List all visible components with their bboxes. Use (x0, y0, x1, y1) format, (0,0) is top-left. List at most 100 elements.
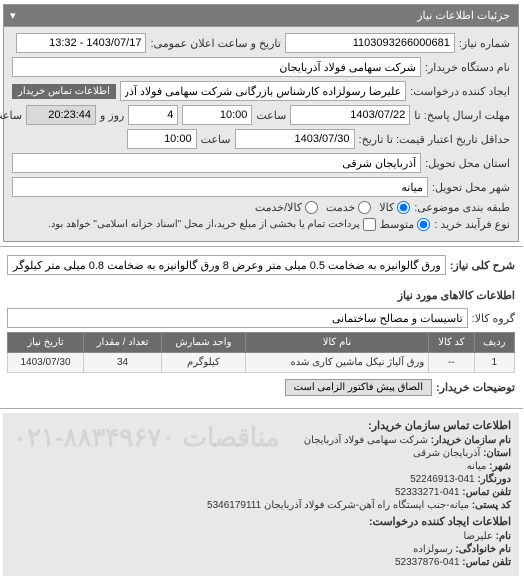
validity-time-field[interactable] (128, 129, 198, 149)
panel-body: شماره نیاز: تاریخ و ساعت اعلان عمومی: نا… (5, 27, 519, 241)
c-province-value: آذربایجان شرقی (414, 448, 481, 459)
radio-goods[interactable]: کالا (380, 201, 411, 214)
deadline-label: مهلت ارسال پاسخ: تا (415, 109, 511, 122)
contact-line: دورنگار: 041-52246913 (12, 474, 512, 485)
postal-code: 5346179111 (208, 500, 262, 511)
contact-info-button[interactable]: اطلاعات تماس خریدار (13, 84, 117, 99)
th-row: ردیف (475, 333, 515, 353)
radio-medium-label: متوسط (381, 218, 416, 231)
c-city-value: میانه (468, 461, 488, 472)
deadline-time-field[interactable] (183, 105, 253, 125)
group-label: گروه کالا: (473, 312, 516, 325)
validity-date-field[interactable] (236, 129, 356, 149)
deadline-time-label: ساعت (257, 109, 287, 122)
radio-goods-service[interactable]: کالا/خدمت (256, 201, 319, 214)
separator-2 (0, 408, 524, 409)
family-value: رسولزاده (414, 544, 453, 555)
province-label: استان محل تحویل: (426, 157, 511, 170)
goods-section: گروه کالا: ردیف کد کالا نام کالا واحد شم… (0, 304, 524, 404)
remain-label: ساعت باقی مانده (0, 109, 23, 122)
td-date: 1403/07/30 (9, 353, 85, 373)
announce-label: تاریخ و ساعت اعلان عمومی: (151, 37, 281, 50)
panel-header: جزئیات اطلاعات نیاز ▾ (5, 5, 519, 27)
desc-title-field[interactable] (8, 255, 447, 275)
table-header-row: ردیف کد کالا نام کالا واحد شمارش تعداد /… (9, 333, 516, 353)
panel-title: جزئیات اطلاعات نیاز (418, 10, 511, 22)
group-field[interactable] (8, 308, 469, 328)
contact-line: نام سازمان خریدار: شرکت سهامی فولاد آذرب… (12, 435, 512, 446)
c-city-label: شهر: (490, 461, 512, 472)
contact-line: شهر: میانه (12, 461, 512, 472)
attach-button[interactable]: الصاق پیش فاکتور الزامی است (286, 379, 433, 396)
creator-label: ایجاد کننده درخواست: (411, 85, 511, 98)
attach-label: توضیحات خریدار: (437, 381, 516, 394)
days-field[interactable] (129, 105, 179, 125)
radio-goods-input[interactable] (398, 201, 411, 214)
radio-goods-label: کالا (380, 201, 395, 214)
req-tel-label: تلفن تماس: (463, 557, 512, 568)
th-code: کد کالا (430, 333, 475, 353)
table-row[interactable]: 1 -- ورق آلیاژ نیکل ماشین کاری شده کیلوگ… (9, 353, 516, 373)
request-no-label: شماره نیاز: (460, 37, 511, 50)
payment-note: پرداخت تمام یا بخشی از مبلغ خرید،از محل … (49, 219, 361, 230)
tel-label: تلفن تماس: (463, 487, 512, 498)
family-label: نام خانوادگی: (456, 544, 512, 555)
name-value: علیرضا (465, 531, 494, 542)
contact-line: تلفن تماس: 041-52337876 (12, 557, 512, 568)
td-qty: 34 (84, 353, 162, 373)
radio-medium-input[interactable] (418, 218, 431, 231)
creator-field[interactable] (121, 81, 407, 101)
postal-label: کد پستی: (473, 500, 512, 511)
radio-goods-service-label: کالا/خدمت (256, 201, 303, 214)
separator (0, 246, 524, 247)
radio-service-label: خدمت (327, 201, 356, 214)
details-panel: جزئیات اطلاعات نیاز ▾ شماره نیاز: تاریخ … (4, 4, 520, 242)
buyer-org-field[interactable] (13, 57, 422, 77)
payment-checkbox[interactable]: پرداخت تمام یا بخشی از مبلغ خرید،از محل … (49, 218, 377, 231)
name-label: نام: (497, 531, 512, 542)
contact-line: نام: علیرضا (12, 531, 512, 542)
contact-line: استان: آذربایجان شرقی (12, 448, 512, 459)
deadline-date-field[interactable] (291, 105, 411, 125)
td-row: 1 (475, 353, 515, 373)
contact-creator-title: اطلاعات ایجاد کننده درخواست: (12, 515, 512, 528)
validity-time-label: ساعت (202, 133, 232, 146)
description-section: شرح کلی نیاز: (0, 251, 524, 283)
org-value: شرکت سهامی فولاد آذربایجان (305, 435, 429, 446)
th-qty: تعداد / مقدار (84, 333, 162, 353)
postal-addr: میانه-جنب ایستگاه راه آهن-شرکت فولاد آذر… (265, 500, 470, 511)
contact-section: ۰۲۱-۸۸۳۴۹۶۷۰ مناقصات اطلاعات تماس سازمان… (4, 413, 520, 576)
td-name: ورق آلیاژ نیکل ماشین کاری شده (246, 353, 429, 373)
goods-section-title: اطلاعات کالاهای مورد نیاز (8, 289, 516, 302)
contact-line: نام خانوادگی: رسولزاده (12, 544, 512, 555)
collapse-icon[interactable]: ▾ (11, 9, 17, 22)
radio-service[interactable]: خدمت (327, 201, 372, 214)
radio-service-input[interactable] (359, 201, 372, 214)
province-field[interactable] (13, 153, 422, 173)
desc-title-label: شرح کلی نیاز: (451, 259, 516, 272)
goods-table: ردیف کد کالا نام کالا واحد شمارش تعداد /… (8, 332, 516, 373)
payment-checkbox-input[interactable] (364, 218, 377, 231)
radio-medium[interactable]: متوسط (381, 218, 432, 231)
process-type-label: نوع فرآیند خرید : (435, 218, 511, 231)
city-label: شهر محل تحویل: (433, 181, 511, 194)
contact-line: کد پستی: میانه-جنب ایستگاه راه آهن-شرکت … (12, 500, 512, 511)
subject-type-group: کالا خدمت کالا/خدمت (256, 201, 411, 214)
request-no-field[interactable] (286, 33, 456, 53)
buyer-org-label: نام دستگاه خریدار: (426, 61, 511, 74)
req-tel-value: 041-52337876 (396, 557, 461, 568)
td-unit: کیلوگرم (163, 353, 247, 373)
announce-field[interactable] (17, 33, 147, 53)
fax-value: 041-52246913 (411, 474, 476, 485)
org-label: نام سازمان خریدار: (432, 435, 512, 446)
th-date: تاریخ نیاز (9, 333, 85, 353)
fax-label: دورنگار: (478, 474, 512, 485)
th-name: نام کالا (246, 333, 429, 353)
radio-goods-service-input[interactable] (306, 201, 319, 214)
remain-field (27, 105, 97, 125)
city-field[interactable] (13, 177, 429, 197)
td-code: -- (430, 353, 475, 373)
subject-type-label: طبقه بندی موضوعی: (415, 201, 511, 214)
th-unit: واحد شمارش (163, 333, 247, 353)
tel-value: 041-52333271 (396, 487, 461, 498)
